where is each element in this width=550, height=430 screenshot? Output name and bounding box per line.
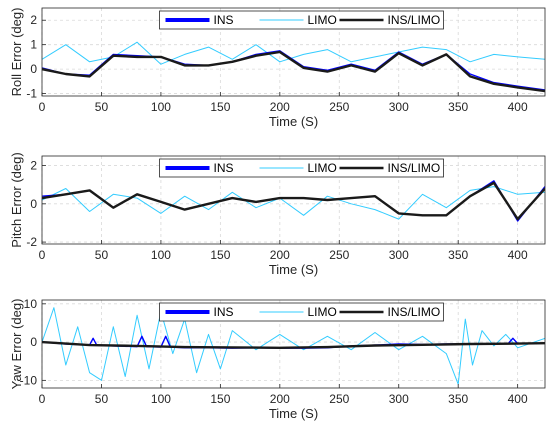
x-tick-label: 50: [95, 100, 109, 114]
y-tick-label: -1: [26, 87, 37, 101]
legend-label-ins-limo: INS/LIMO: [388, 305, 441, 319]
x-tick-label: 250: [329, 392, 349, 406]
axes-frame: [41, 7, 546, 97]
series-line-ins-limo: [42, 50, 545, 93]
x-tick-label: 300: [389, 392, 409, 406]
x-tick-label: 200: [270, 392, 290, 406]
legend-label-limo: LIMO: [308, 161, 337, 175]
x-tick-label: 0: [39, 392, 46, 406]
legend-label-ins: INS: [214, 305, 234, 319]
y-tick-label: -10: [20, 373, 38, 387]
x-tick-label: 400: [508, 392, 528, 406]
x-tick-label: 150: [210, 392, 230, 406]
y-tick-label: 1: [30, 38, 37, 52]
x-tick-label: 350: [448, 248, 468, 262]
x-tick-label: 200: [270, 100, 290, 114]
series-line-ins-limo: [42, 181, 545, 221]
x-tick-label: 100: [151, 392, 171, 406]
legend-label-ins-limo: INS/LIMO: [388, 161, 441, 175]
x-tick-label: 300: [389, 248, 409, 262]
series-line-limo: [42, 307, 545, 385]
x-tick-label: 50: [95, 248, 109, 262]
y-axis-label: Roll Error (deg): [9, 8, 24, 97]
y-tick-label: 0: [30, 335, 37, 349]
x-tick-label: 200: [270, 248, 290, 262]
legend: INS LIMO INS/LIMO: [159, 158, 444, 178]
y-tick-label: 2: [30, 159, 37, 173]
x-tick-label: 50: [95, 392, 109, 406]
x-tick-label: 0: [39, 248, 46, 262]
x-axis-label: Time (S): [269, 114, 318, 129]
x-tick-label: 100: [151, 100, 171, 114]
x-tick-label: 400: [508, 248, 528, 262]
series-line-ins-limo: [42, 340, 545, 349]
y-tick-label: 2: [30, 13, 37, 27]
legend: INS LIMO INS/LIMO: [159, 302, 444, 322]
x-tick-label: 300: [389, 100, 409, 114]
legend-label-limo: LIMO: [308, 13, 337, 27]
x-tick-label: 350: [448, 100, 468, 114]
x-tick-label: 250: [329, 248, 349, 262]
legend-label-ins-limo: INS/LIMO: [388, 13, 441, 27]
x-tick-label: 150: [210, 100, 230, 114]
x-tick-label: 100: [151, 248, 171, 262]
axes-frame: [41, 299, 546, 389]
legend-label-ins: INS: [214, 161, 234, 175]
x-axis-label: Time (S): [269, 262, 318, 277]
y-tick-label: -2: [26, 235, 37, 249]
y-axis-label: Pitch Error (deg): [9, 152, 24, 247]
legend-label-limo: LIMO: [308, 305, 337, 319]
y-tick-label: 0: [30, 62, 37, 76]
x-tick-label: 0: [39, 100, 46, 114]
axes-frame: [41, 155, 546, 245]
y-axis-label: Yaw Error (deg): [9, 299, 24, 390]
legend: INS LIMO INS/LIMO: [159, 10, 444, 30]
y-tick-label: 0: [30, 197, 37, 211]
x-tick-label: 400: [508, 100, 528, 114]
x-tick-label: 150: [210, 248, 230, 262]
x-tick-label: 250: [329, 100, 349, 114]
legend-label-ins: INS: [214, 13, 234, 27]
x-tick-label: 350: [448, 392, 468, 406]
x-axis-label: Time (S): [269, 406, 318, 421]
y-tick-label: 10: [24, 297, 38, 311]
series-line-limo: [42, 186, 545, 220]
